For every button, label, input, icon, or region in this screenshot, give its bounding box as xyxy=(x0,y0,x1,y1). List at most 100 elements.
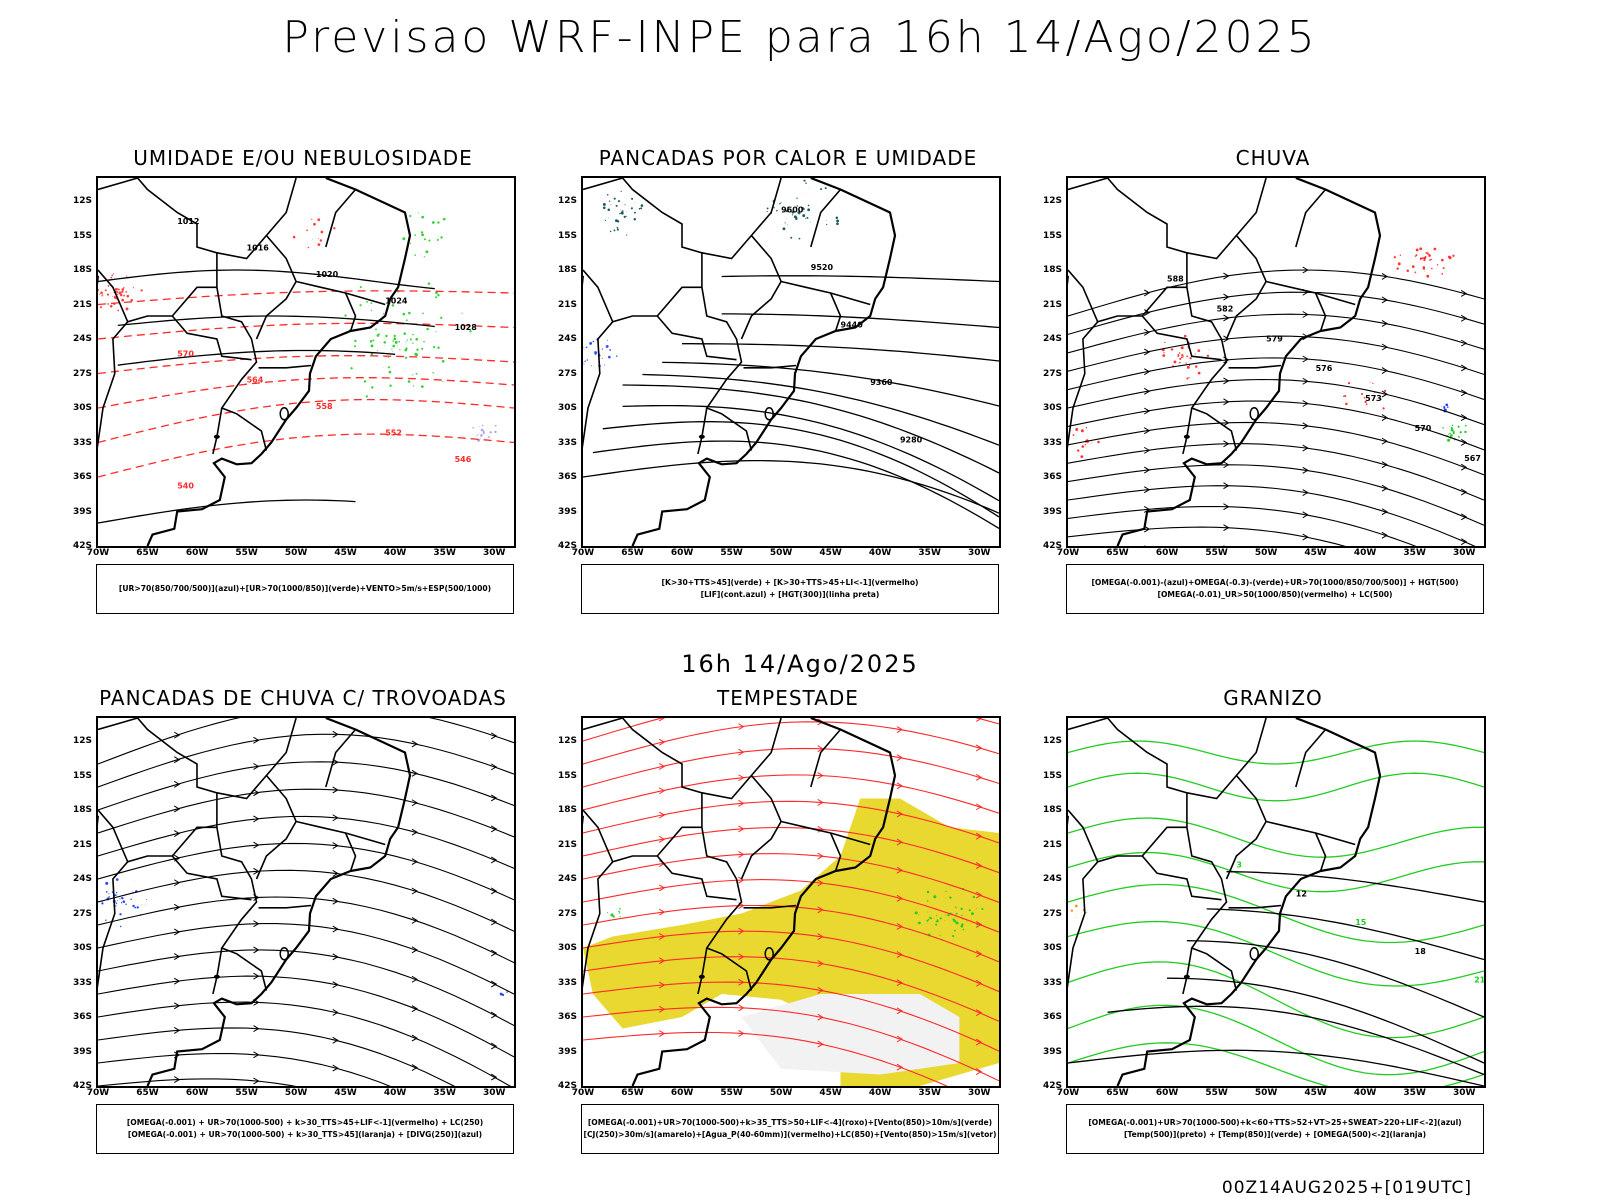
lat-tick-label: 42S xyxy=(557,1081,577,1091)
lon-tick-label: 45W xyxy=(1304,548,1327,558)
map-pancadas-calor: 9600 9520 9440 9360 9280 xyxy=(581,176,1001,548)
panel-trovoadas: PANCADAS DE CHUVA C/ TROVOADAS [OMEGA(-0… xyxy=(68,686,538,1166)
lat-tick-label: 15S xyxy=(72,770,92,781)
legend-trovoadas: [OMEGA(-0.001) + UR>70(1000-500) + k>30_… xyxy=(96,1104,514,1154)
temperature-500-contours xyxy=(1068,871,1484,1086)
panel-pancadas-calor: PANCADAS POR CALOR E UMIDADE 9600 9520 944… xyxy=(553,146,1023,626)
contour-label: 9520 xyxy=(811,263,834,272)
lat-tick-label: 39S xyxy=(1042,506,1062,517)
lat-tick-label: 30S xyxy=(557,403,577,413)
lat-tick-label: 15S xyxy=(1042,770,1062,781)
lon-tick-label: 35W xyxy=(1403,1088,1426,1098)
lat-tick-label: 27S xyxy=(1042,908,1062,919)
lon-tick-label: 30W xyxy=(1452,1088,1476,1098)
legend-pancadas-calor: [K>30+TTS>45](verde) + [K>30+TTS>45+LI<-… xyxy=(581,564,999,614)
legend-line: [OMEGA(-0.001)+UR>70(1000-500)+k>35_TTS>… xyxy=(587,1118,993,1127)
pressure-contours xyxy=(98,269,435,524)
contour-label: 15 xyxy=(1355,918,1367,927)
lon-tick-label: 65W xyxy=(621,1088,644,1098)
contour-label: 567 xyxy=(1464,454,1481,463)
lat-tick-label: 30S xyxy=(72,403,92,413)
lat-tick-label: 21S xyxy=(557,299,577,310)
lat-tick-label: 30S xyxy=(1042,403,1062,413)
lat-tick-label: 12S xyxy=(557,736,577,746)
lat-tick-label: 39S xyxy=(1042,1046,1062,1057)
lat-tick-label: 21S xyxy=(1042,299,1062,310)
map-umidade: 1012 1016 1020 1024 1028 570 564 558 552 546 540 xyxy=(96,176,516,548)
lon-tick-label: 60W xyxy=(1155,548,1179,558)
lat-tick-label: 36S xyxy=(72,472,92,482)
humidity-upper-level xyxy=(472,424,497,445)
height-contours xyxy=(583,275,999,529)
contour-label: 552 xyxy=(385,429,402,438)
lat-tick-label: 15S xyxy=(557,770,577,781)
map-canvas xyxy=(98,718,514,1086)
legend-tempestade: [OMEGA(-0.001)+UR>70(1000-500)+k>35_TTS>… xyxy=(581,1104,999,1154)
lon-tick-label: 55W xyxy=(1205,1088,1228,1098)
lat-tick-label: 30S xyxy=(557,943,577,953)
contour-label: 546 xyxy=(455,455,472,464)
lon-tick-label: 30W xyxy=(967,548,991,558)
contour-label: 12 xyxy=(1296,889,1307,898)
humidity-low-level xyxy=(402,212,446,258)
rain-green-area xyxy=(1442,424,1467,445)
contour-label: 9600 xyxy=(781,206,804,215)
map-chuva: 588 582 579 576 573 570 567 xyxy=(1066,176,1486,548)
streamlines xyxy=(583,718,999,1086)
lat-tick-label: 33S xyxy=(557,437,577,448)
run-timestamp: 00Z14AUG2025+[019UTC] xyxy=(1221,1178,1472,1198)
coastline xyxy=(1068,718,1382,1086)
contour-label: 9360 xyxy=(870,378,893,387)
lon-tick-label: 70W xyxy=(1056,548,1080,558)
legend-line: [K>30+TTS>45](verde) + [K>30+TTS>45+LI<-… xyxy=(661,578,919,587)
lon-tick-label: 55W xyxy=(1205,548,1228,558)
lon-tick-label: 60W xyxy=(1155,1088,1179,1098)
rain-area xyxy=(1341,381,1387,412)
lat-tick-label: 39S xyxy=(557,1046,577,1057)
panel-title: GRANIZO xyxy=(1223,686,1323,710)
panel-title: UMIDADE E/OU NEBULOSIDADE xyxy=(133,146,473,170)
lat-tick-label: 24S xyxy=(72,874,92,884)
legend-line: [OMEGA(-0.001) + UR>70(1000-500) + k>30_… xyxy=(127,1130,483,1139)
lat-tick-label: 24S xyxy=(557,874,577,884)
lat-tick-label: 33S xyxy=(72,977,92,988)
lat-tick-label: 18S xyxy=(557,265,577,275)
lat-tick-label: 30S xyxy=(1042,943,1062,953)
coastline xyxy=(583,718,897,1086)
lon-tick-label: 50W xyxy=(284,548,308,558)
contour-label: 1024 xyxy=(385,296,408,305)
humidity-low-level xyxy=(316,282,472,398)
lon-tick-label: 70W xyxy=(86,1088,110,1098)
lat-tick-label: 21S xyxy=(1042,839,1062,850)
lat-tick-label: 18S xyxy=(557,805,577,815)
panel-chuva: CHUVA 588 582 579 576 573 570 567 [OMEGA(-0.00… xyxy=(1038,146,1508,626)
panel-umidade: UMIDADE E/OU NEBULOSIDADE 1012 1016 1020 10… xyxy=(68,146,538,626)
panel-title: TEMPESTADE xyxy=(717,686,859,710)
lon-tick-label: 40W xyxy=(383,548,407,558)
lat-tick-label: 36S xyxy=(557,1012,577,1022)
lat-tick-label: 33S xyxy=(72,437,92,448)
lon-tick-label: 40W xyxy=(868,548,892,558)
legend-line: [OMEGA(-0.001) + UR>70(1000-500) + k>30_… xyxy=(126,1118,484,1127)
lat-tick-label: 27S xyxy=(72,368,92,379)
lon-tick-label: 65W xyxy=(621,548,644,558)
lon-tick-label: 45W xyxy=(334,548,357,558)
lon-tick-label: 35W xyxy=(433,1088,456,1098)
lat-tick-label: 18S xyxy=(1042,265,1062,275)
legend-line: [CJ(250)>30m/s](amarelo)+[Agua_P(40-60mm… xyxy=(583,1130,997,1139)
contour-label: 3 xyxy=(1236,861,1242,870)
lon-tick-label: 55W xyxy=(720,548,743,558)
lon-tick-label: 40W xyxy=(1353,1088,1377,1098)
lat-tick-label: 27S xyxy=(557,908,577,919)
map-granizo: 312151821-21 xyxy=(1066,716,1486,1088)
lon-tick-label: 55W xyxy=(235,548,258,558)
legend-granizo: [OMEGA(-0.001)+UR>70(1000-500)+k<60+TTS>… xyxy=(1066,1104,1484,1154)
lat-tick-label: 12S xyxy=(1042,736,1062,746)
lon-tick-label: 65W xyxy=(136,548,159,558)
lat-tick-label: 27S xyxy=(1042,368,1062,379)
map-canvas xyxy=(583,718,999,1086)
jet-stream-area xyxy=(583,798,999,1086)
legend-line: [Temp(500)](preto) + [Temp(850)](verde) … xyxy=(1123,1130,1427,1139)
coastline xyxy=(583,178,897,546)
lon-tick-label: 70W xyxy=(571,548,595,558)
